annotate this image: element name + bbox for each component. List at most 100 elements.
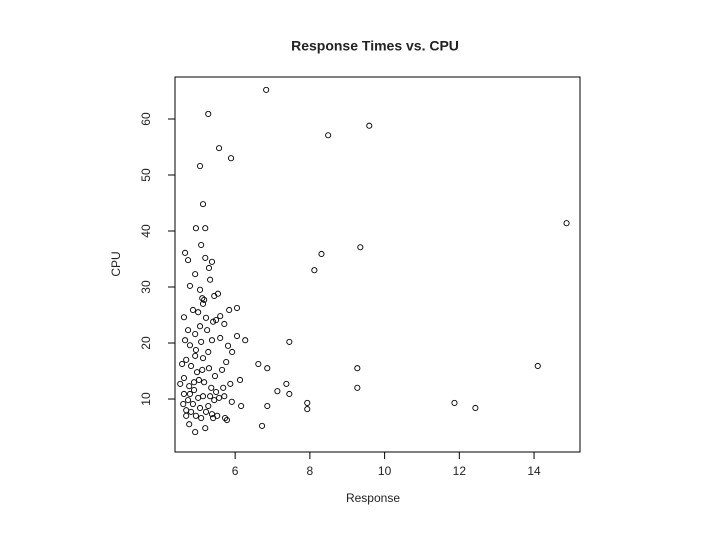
- point: [220, 384, 227, 391]
- point: [214, 290, 222, 297]
- point: [219, 366, 226, 373]
- point: [304, 399, 311, 406]
- point: [186, 342, 193, 349]
- point: [195, 376, 202, 384]
- point: [205, 348, 212, 356]
- point: [182, 249, 189, 256]
- point: [185, 327, 192, 334]
- point: [192, 271, 199, 278]
- point: [259, 422, 266, 429]
- point: [199, 201, 207, 208]
- point: [534, 362, 541, 370]
- x-tick-label: 14: [527, 464, 541, 478]
- point: [227, 380, 234, 387]
- point: [563, 220, 570, 227]
- point: [189, 306, 196, 314]
- point: [233, 332, 241, 340]
- point: [185, 257, 192, 264]
- point: [205, 110, 212, 118]
- point: [227, 155, 235, 162]
- point: [208, 411, 216, 418]
- point: [264, 402, 271, 410]
- point: [208, 258, 216, 265]
- point: [222, 415, 229, 422]
- point: [191, 387, 198, 394]
- point: [354, 365, 361, 372]
- y-axis-label: CPU: [109, 251, 123, 276]
- point: [451, 399, 458, 406]
- point: [208, 337, 216, 344]
- point: [228, 398, 235, 405]
- point: [199, 366, 206, 373]
- point: [264, 365, 271, 372]
- point: [201, 296, 208, 303]
- point: [183, 412, 190, 419]
- point: [188, 408, 195, 415]
- point: [186, 282, 193, 289]
- point: [205, 402, 212, 410]
- point: [199, 295, 206, 302]
- point: [225, 342, 232, 349]
- point: [202, 225, 209, 232]
- point: [199, 355, 207, 362]
- point: [472, 404, 479, 412]
- point: [202, 425, 209, 432]
- point: [192, 429, 199, 436]
- point: [198, 415, 205, 422]
- point: [192, 412, 199, 419]
- point: [177, 380, 184, 387]
- point: [274, 388, 281, 395]
- point: [193, 369, 201, 376]
- point: [192, 331, 199, 338]
- chart-title: Response Times vs. CPU: [291, 38, 459, 54]
- point: [223, 359, 230, 366]
- y-tick-label: 20: [139, 336, 153, 350]
- point: [354, 384, 361, 391]
- point: [199, 393, 207, 400]
- y-tick-label: 60: [139, 112, 153, 126]
- point: [196, 404, 204, 412]
- point: [210, 415, 217, 422]
- plot-box: [174, 76, 581, 453]
- point: [199, 300, 207, 307]
- point: [198, 338, 205, 345]
- point: [180, 374, 188, 382]
- point: [210, 318, 217, 325]
- point: [188, 362, 195, 370]
- point: [192, 225, 199, 232]
- point: [233, 304, 241, 312]
- point: [357, 244, 364, 251]
- y-tick-label: 30: [139, 280, 153, 294]
- point: [286, 390, 293, 398]
- point: [216, 394, 223, 401]
- x-axis-label: Response: [346, 491, 400, 505]
- point: [196, 286, 204, 293]
- point: [179, 360, 186, 368]
- y-tick-label: 10: [139, 392, 153, 406]
- point: [192, 352, 199, 359]
- point: [311, 267, 318, 274]
- point: [196, 323, 204, 330]
- point: [318, 250, 325, 258]
- point: [226, 306, 233, 314]
- point: [242, 337, 249, 344]
- point: [202, 314, 210, 321]
- y-tick-label: 40: [139, 224, 153, 238]
- point: [221, 393, 228, 400]
- point: [216, 145, 223, 152]
- point: [186, 383, 193, 390]
- point: [186, 390, 193, 398]
- point: [213, 317, 220, 324]
- point: [180, 390, 188, 398]
- point: [213, 388, 220, 396]
- x-tick-label: 6: [232, 464, 239, 478]
- point: [198, 241, 205, 249]
- point: [255, 360, 262, 368]
- point: [217, 313, 224, 320]
- point: [236, 376, 244, 384]
- x-tick-label: 12: [453, 464, 467, 478]
- point: [185, 397, 192, 404]
- point: [191, 379, 198, 386]
- point: [221, 320, 228, 328]
